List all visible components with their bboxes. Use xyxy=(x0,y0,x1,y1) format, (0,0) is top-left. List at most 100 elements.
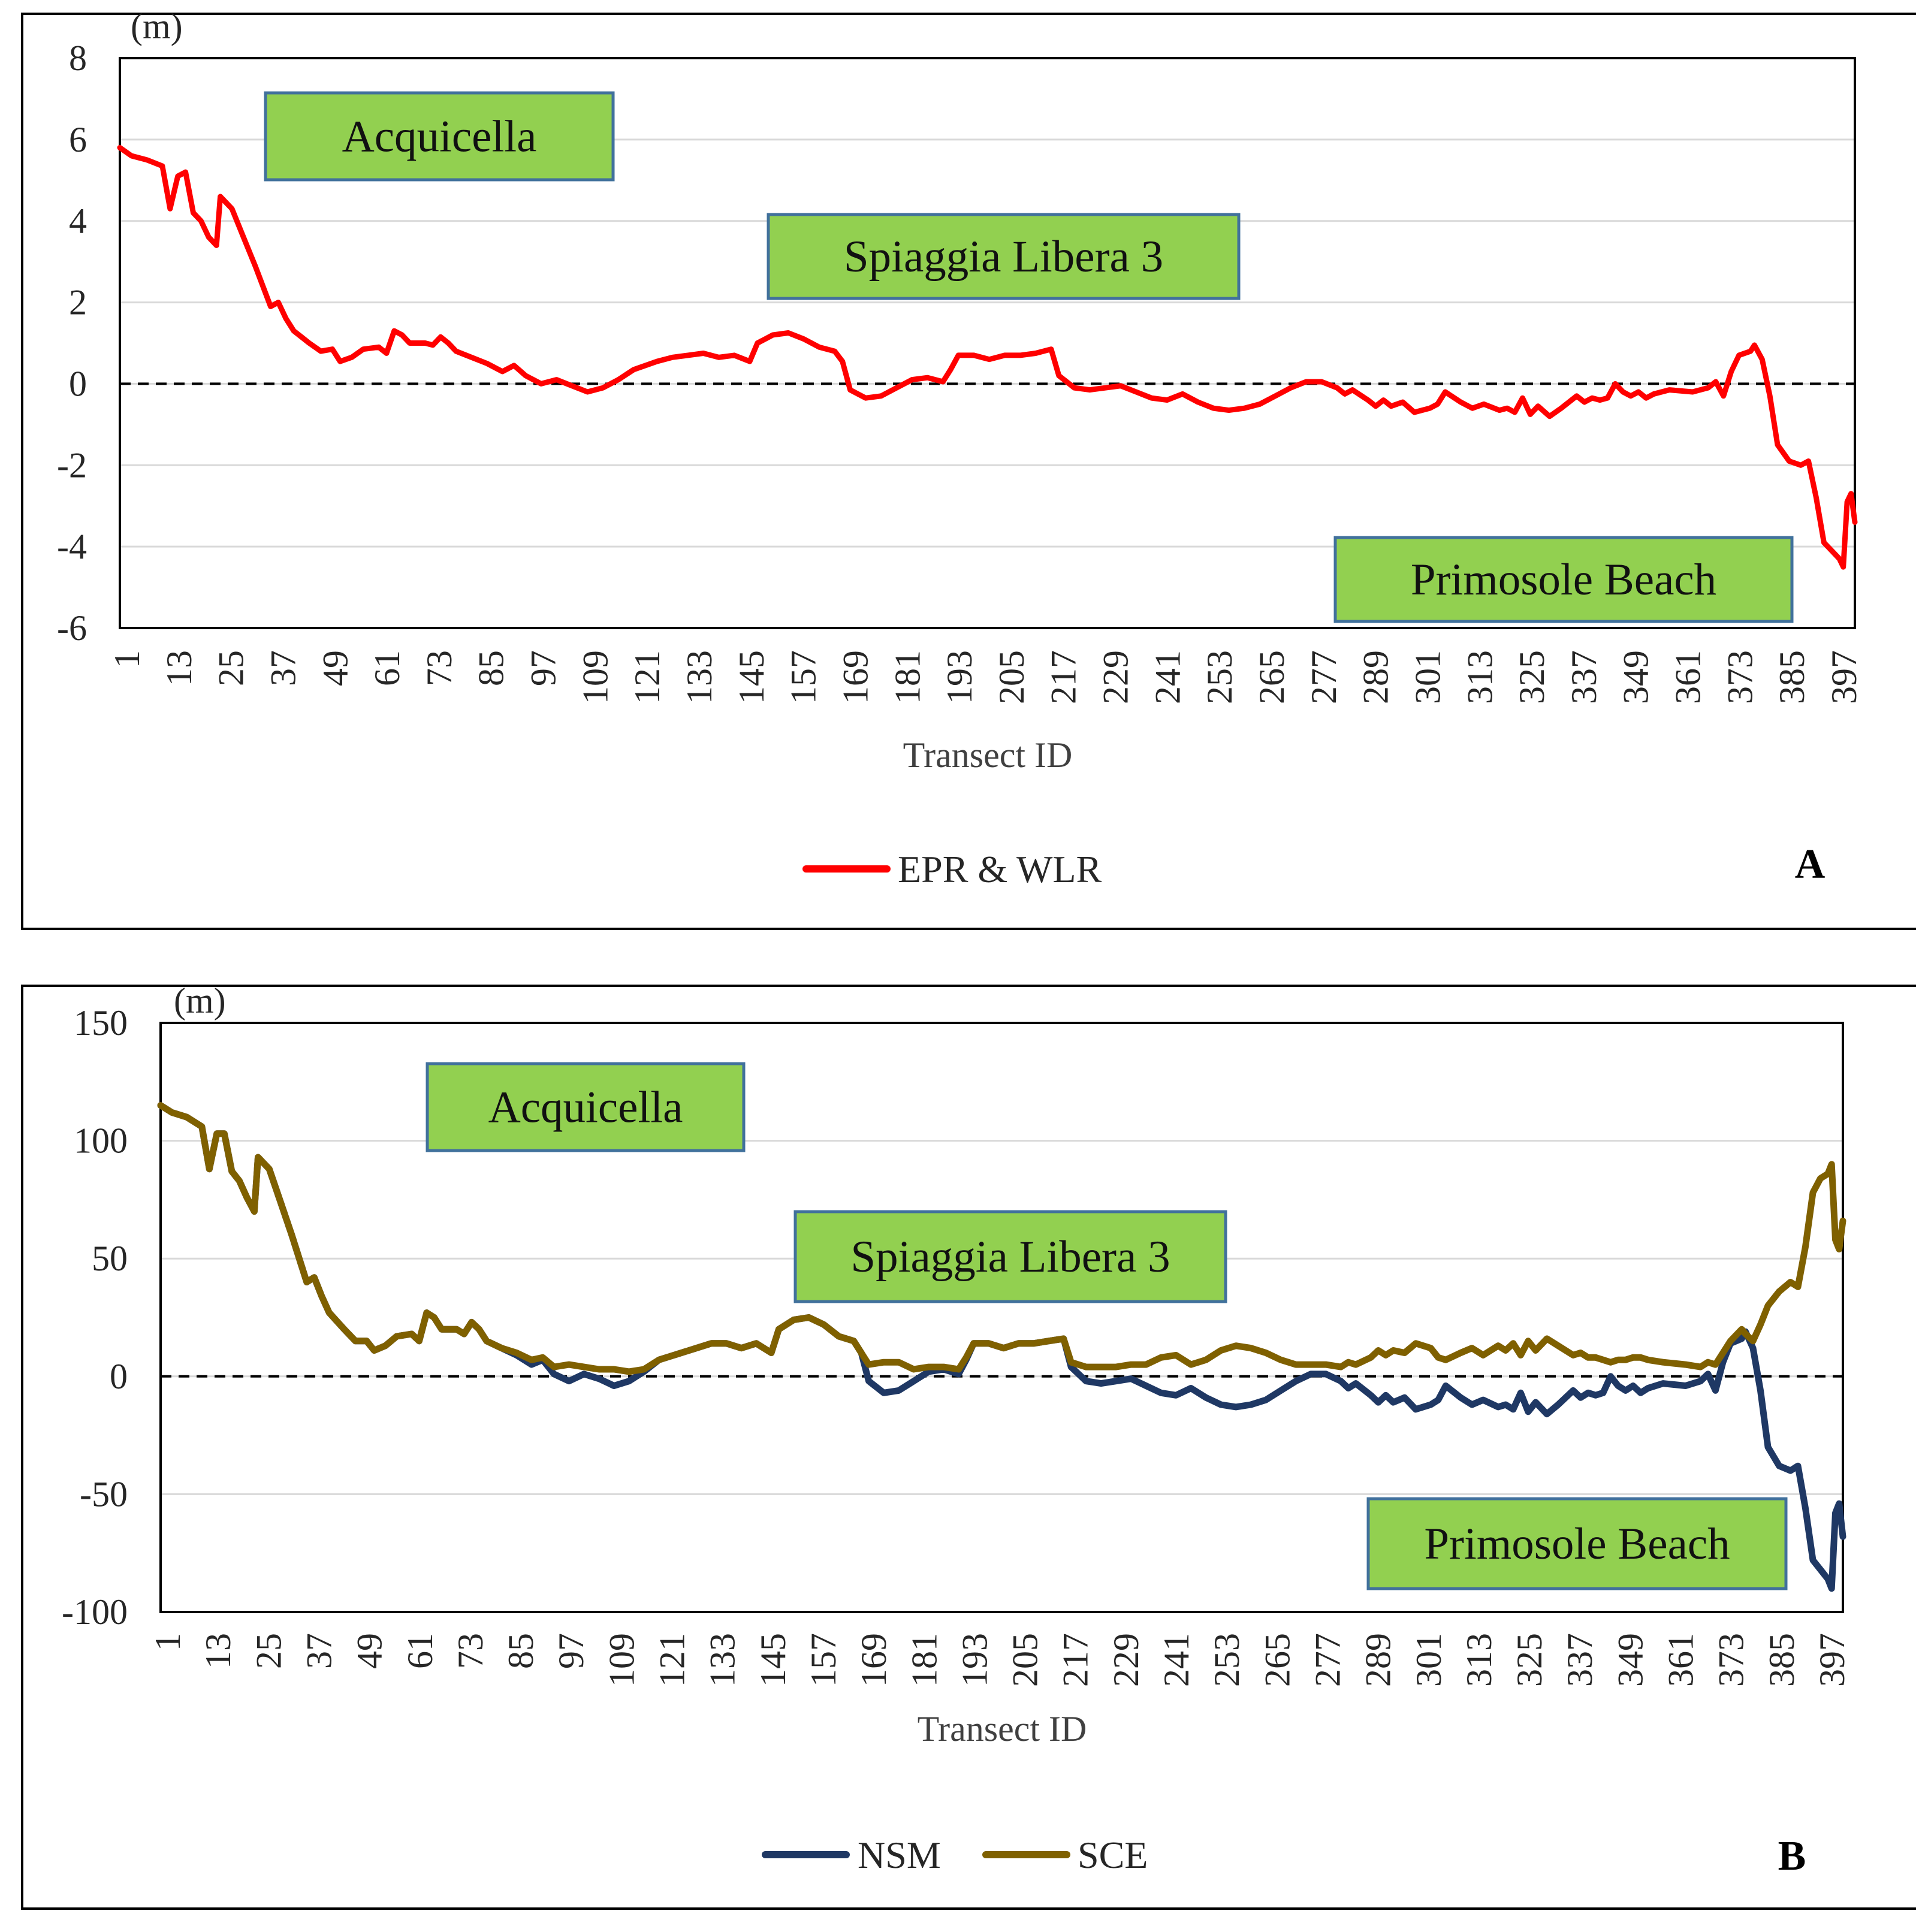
x-tick-label: 397 xyxy=(1812,1633,1852,1687)
x-tick-label: 217 xyxy=(1044,650,1084,704)
legend-label: EPR & WLR xyxy=(898,848,1102,890)
y-tick-label: 4 xyxy=(69,201,87,241)
x-tick-label: 265 xyxy=(1252,650,1292,704)
x-tick-label: 109 xyxy=(575,650,615,704)
panel-letter: B xyxy=(1778,1833,1806,1879)
badge-box xyxy=(1366,1497,1788,1590)
x-tick-label: 49 xyxy=(350,1633,390,1669)
x-tick-label: 361 xyxy=(1668,650,1708,704)
badge-box xyxy=(1333,536,1794,623)
y-tick-label: -50 xyxy=(80,1474,128,1514)
x-tick-label: 157 xyxy=(784,650,823,704)
y-tick-label: -4 xyxy=(57,527,87,566)
plot-area xyxy=(159,1022,1844,1613)
legend-item-sce: SCE xyxy=(982,1834,1148,1876)
x-tick-label: 1 xyxy=(107,650,147,668)
x-tick-label: 181 xyxy=(904,1633,944,1687)
y-tick-label: 8 xyxy=(69,38,87,78)
x-tick-label: 169 xyxy=(835,650,875,704)
x-tick-label: 241 xyxy=(1157,1633,1196,1687)
series-line-epr-wlr xyxy=(117,144,1858,570)
x-tick-label: 49 xyxy=(315,650,355,686)
badge-label: Spiaggia Libera 3 xyxy=(844,232,1163,282)
x-tick-label: 145 xyxy=(753,1633,793,1687)
x-tick-label: 1 xyxy=(148,1633,188,1651)
x-tick-label: 13 xyxy=(159,650,199,686)
x-tick-label: 61 xyxy=(400,1633,440,1669)
badge-box xyxy=(264,91,615,182)
chart-panel-b: 150 100 50 0 -50 -100 (m) 1 13 25 37 49 61 73 85 97 109 1… xyxy=(21,981,1916,1910)
x-tick-label: 397 xyxy=(1824,650,1864,704)
x-tick-label: 325 xyxy=(1510,1633,1549,1687)
badge-label: Spiaggia Libera 3 xyxy=(850,1232,1170,1282)
x-axis-title: Transect ID xyxy=(903,735,1073,775)
badge-box xyxy=(767,213,1241,300)
x-tick-label: 289 xyxy=(1359,1633,1398,1687)
y-tick-label: -100 xyxy=(62,1592,128,1632)
x-tick-label: 109 xyxy=(602,1633,641,1687)
x-tick-label: 349 xyxy=(1616,650,1656,704)
location-badge-primosole-beach: Primosole Beach xyxy=(1366,1497,1788,1590)
y-tick-label: 0 xyxy=(69,364,87,403)
x-tick-label: 229 xyxy=(1096,650,1136,704)
badge-box xyxy=(426,1062,746,1152)
x-tick-label: 373 xyxy=(1712,1633,1751,1687)
x-tick-label: 157 xyxy=(804,1633,843,1687)
x-tick-label: 277 xyxy=(1308,1633,1347,1687)
y-tick-label: 2 xyxy=(69,283,87,322)
x-tick-label: 121 xyxy=(653,1633,692,1687)
x-tick-label: 85 xyxy=(501,1633,541,1669)
legend-item-epr-wlr: EPR & WLR xyxy=(802,848,1102,890)
location-badge-spiaggia-libera-3: Spiaggia Libera 3 xyxy=(793,1210,1227,1303)
x-tick-label: 337 xyxy=(1564,650,1604,704)
x-tick-label: 133 xyxy=(680,650,719,704)
x-tick-label: 25 xyxy=(212,650,251,686)
panel-letter: A xyxy=(1795,841,1826,887)
y-tick-label: -2 xyxy=(57,445,87,485)
badge-label: Primosole Beach xyxy=(1411,555,1716,605)
x-tick-label: 277 xyxy=(1304,650,1344,704)
location-badge-spiaggia-libera-3: Spiaggia Libera 3 xyxy=(767,213,1241,300)
x-tick-label: 361 xyxy=(1661,1633,1701,1687)
x-tick-label: 181 xyxy=(888,650,927,704)
y-tick-label: -6 xyxy=(57,608,87,648)
plot-area xyxy=(119,57,1856,629)
legend-item-nsm: NSM xyxy=(762,1834,941,1876)
x-tick-label: 385 xyxy=(1772,650,1812,704)
x-tick-label: 193 xyxy=(940,650,979,704)
x-tick-label: 217 xyxy=(1056,1633,1096,1687)
y-tick-label: 6 xyxy=(69,120,87,159)
y-tick-label: 50 xyxy=(92,1239,128,1278)
x-tick-label: 301 xyxy=(1409,1633,1449,1687)
x-tick-label: 205 xyxy=(1006,1633,1045,1687)
x-tick-label: 253 xyxy=(1200,650,1239,704)
y-tick-label: 150 xyxy=(74,1003,128,1043)
series-line-sce xyxy=(157,1102,1846,1375)
x-tick-label: 25 xyxy=(249,1633,288,1669)
x-tick-label: 385 xyxy=(1762,1633,1802,1687)
x-tick-label: 37 xyxy=(263,650,303,686)
x-tick-label: 373 xyxy=(1720,650,1760,704)
x-axis-title: Transect ID xyxy=(918,1709,1087,1749)
x-tick-label: 325 xyxy=(1512,650,1552,704)
x-tick-label: 13 xyxy=(198,1633,238,1669)
x-tick-label: 229 xyxy=(1106,1633,1146,1687)
x-tick-label: 193 xyxy=(955,1633,994,1687)
badge-label: Acquicella xyxy=(342,111,537,161)
x-tick-label: 253 xyxy=(1207,1633,1247,1687)
x-tick-label: 97 xyxy=(524,650,563,686)
x-tick-label: 337 xyxy=(1560,1633,1600,1687)
x-tick-label: 37 xyxy=(299,1633,339,1669)
badge-label: Acquicella xyxy=(488,1082,683,1132)
x-tick-label: 313 xyxy=(1459,1633,1499,1687)
legend-label: SCE xyxy=(1078,1834,1148,1876)
x-tick-label: 97 xyxy=(551,1633,591,1669)
x-tick-label: 121 xyxy=(627,650,667,704)
y-unit-label: (m) xyxy=(131,7,183,46)
x-tick-label: 73 xyxy=(451,1633,490,1669)
y-tick-label: 0 xyxy=(110,1357,128,1396)
panel-frame xyxy=(21,985,1916,1910)
location-badge-primosole-beach: Primosole Beach xyxy=(1333,536,1794,623)
chart-panel-a: 8 6 4 2 0 -2 -4 -6 (m) 1 13 25 37 49 61 73 85 97 109 121 133… xyxy=(21,7,1916,930)
